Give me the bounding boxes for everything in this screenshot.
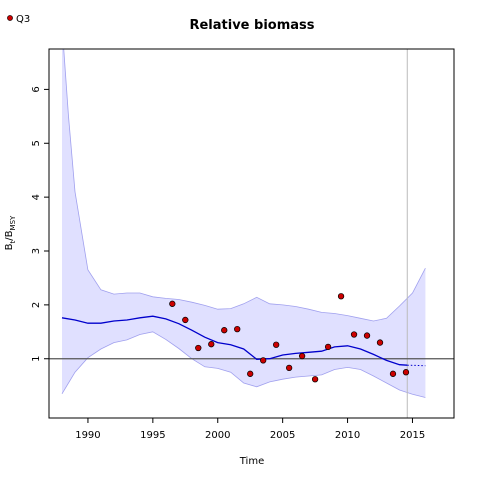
- biomass-projection-line: [407, 364, 426, 367]
- y-tick-label: 2: [31, 302, 42, 308]
- x-tick-label: 2010: [335, 430, 360, 441]
- y-axis: 1 2 3 4 5 6: [31, 86, 49, 362]
- x-tick-label: 2015: [400, 430, 425, 441]
- q3-point: [260, 357, 267, 364]
- q3-point: [285, 364, 293, 372]
- q3-point: [298, 352, 306, 360]
- q3-point: [350, 331, 358, 338]
- chart-title: Relative biomass: [189, 18, 314, 33]
- y-tick-label: 4: [31, 194, 42, 200]
- y-tick-label: 3: [31, 248, 42, 254]
- y-tick-label: 1: [31, 356, 42, 362]
- y-axis-label: Bt/BMSY: [4, 215, 17, 250]
- q3-point: [363, 332, 371, 339]
- q3-point: [195, 344, 202, 352]
- legend-marker-q3: [7, 15, 13, 21]
- x-axis: 1990 1995 2000 2005 2010 2015: [75, 418, 425, 441]
- biomass-estimate-line: [61, 315, 408, 366]
- x-tick-label: 2005: [270, 430, 295, 441]
- y-tick-label: 6: [31, 86, 42, 92]
- confidence-band-lower-edge: [61, 331, 426, 398]
- q3-point: [389, 370, 397, 377]
- x-tick-label: 2000: [205, 430, 230, 441]
- q3-point: [182, 316, 189, 324]
- q3-point: [169, 300, 176, 307]
- legend-label-q3: Q3: [16, 14, 30, 25]
- q3-point: [311, 376, 319, 383]
- q3-index-points: [169, 293, 410, 383]
- confidence-band: [62, 49, 426, 398]
- x-tick-label: 1995: [140, 430, 165, 441]
- q3-point: [324, 343, 332, 351]
- confidence-band-upper-edge: [63, 49, 426, 322]
- plot-area: [49, 49, 454, 418]
- q3-point: [273, 341, 280, 348]
- x-axis-label: Time: [239, 456, 264, 467]
- y-tick-label: 5: [31, 140, 42, 146]
- x-tick-label: 1990: [75, 430, 100, 441]
- legend: Q3: [7, 14, 30, 25]
- q3-point: [337, 293, 345, 300]
- q3-point: [234, 325, 241, 333]
- q3-point: [221, 327, 228, 334]
- q3-point: [376, 339, 384, 346]
- plot-frame: [48, 48, 455, 419]
- q3-point: [402, 369, 410, 376]
- q3-point: [247, 370, 254, 377]
- q3-point: [208, 341, 215, 348]
